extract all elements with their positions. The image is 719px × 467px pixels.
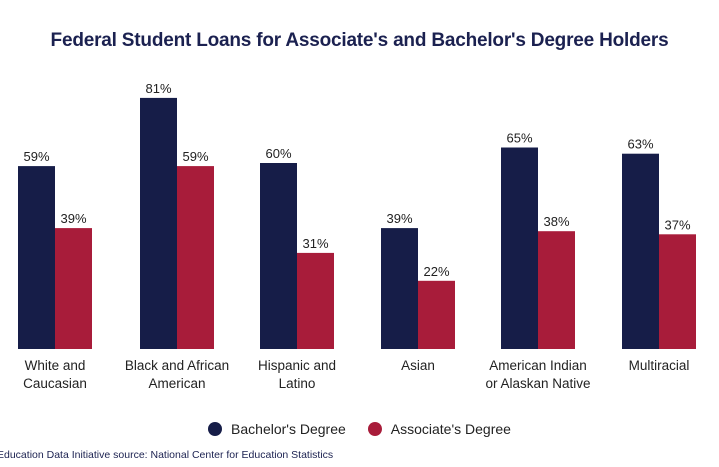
legend-label-bachelors: Bachelor's Degree xyxy=(231,421,346,437)
data-label-associates-1: 59% xyxy=(182,149,208,164)
bar-associates-4 xyxy=(538,231,575,349)
data-label-associates-5: 37% xyxy=(664,217,690,232)
data-label-associates-2: 31% xyxy=(302,236,328,251)
bar-bachelors-2 xyxy=(260,163,297,349)
category-label-4: American Indian or Alaskan Native xyxy=(485,358,590,391)
legend-label-associates: Associate's Degree xyxy=(390,421,511,437)
category-label-1: Black and African American xyxy=(125,358,229,391)
legend-swatch-bachelors xyxy=(208,422,223,436)
data-label-associates-0: 39% xyxy=(60,211,86,226)
bar-associates-2 xyxy=(297,252,334,349)
legend-swatch-associates xyxy=(367,422,382,436)
legend-item-associates: Associate's Degree xyxy=(367,421,511,437)
bar-bachelors-4 xyxy=(501,147,538,349)
data-label-bachelors-3: 39% xyxy=(386,211,412,226)
bar-bachelors-3 xyxy=(381,228,418,349)
chart-title: Federal Student Loans for Associate's an… xyxy=(50,30,669,51)
bar-associates-0 xyxy=(55,228,92,349)
category-label-5: Multiracial xyxy=(629,358,690,373)
data-label-associates-3: 22% xyxy=(423,264,449,279)
data-label-bachelors-0: 59% xyxy=(23,149,49,164)
bar-associates-3 xyxy=(418,280,455,349)
data-label-bachelors-1: 81% xyxy=(145,81,171,96)
legend: Bachelor's Degree Associate's Degree xyxy=(0,421,719,437)
source-note: Education Data Initiative source: Nation… xyxy=(0,449,334,461)
bar-bachelors-5 xyxy=(622,153,659,349)
category-label-3: Asian xyxy=(401,358,435,373)
bar-bachelors-0 xyxy=(18,166,55,349)
data-label-associates-4: 38% xyxy=(543,214,569,229)
bar-associates-5 xyxy=(659,234,696,349)
data-label-bachelors-2: 60% xyxy=(265,146,291,161)
data-label-bachelors-5: 63% xyxy=(627,137,653,152)
data-label-bachelors-4: 65% xyxy=(506,131,532,146)
category-label-2: Hispanic and Latino xyxy=(258,358,336,391)
bar-associates-1 xyxy=(177,166,214,349)
bar-bachelors-1 xyxy=(140,97,177,350)
category-label-0: White and Caucasian xyxy=(23,358,87,391)
legend-item-bachelors: Bachelor's Degree xyxy=(208,421,346,437)
